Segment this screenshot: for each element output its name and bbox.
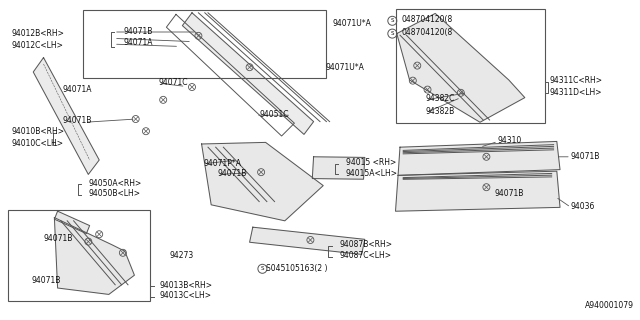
Text: 94071B: 94071B [63, 116, 92, 125]
Text: 94382C: 94382C [426, 94, 455, 103]
Text: 94012B<RH>: 94012B<RH> [12, 29, 65, 38]
Text: 94311D<LH>: 94311D<LH> [549, 88, 602, 97]
Text: 94071B: 94071B [571, 152, 600, 161]
Text: 94311C<RH>: 94311C<RH> [549, 76, 602, 85]
Text: 94273: 94273 [170, 252, 194, 260]
Polygon shape [250, 227, 365, 254]
Text: 94071B: 94071B [124, 27, 153, 36]
Polygon shape [33, 58, 99, 174]
Text: 94071A: 94071A [124, 38, 153, 47]
Polygon shape [202, 142, 323, 221]
Bar [8, 210, 150, 301]
Polygon shape [312, 157, 365, 179]
Polygon shape [54, 211, 90, 234]
Text: S045105163(2 ): S045105163(2 ) [266, 264, 327, 273]
Text: 94013B<RH>: 94013B<RH> [160, 281, 213, 290]
Text: 94013C<LH>: 94013C<LH> [160, 292, 212, 300]
Text: 94050B<LH>: 94050B<LH> [88, 189, 140, 198]
Text: 94050A<RH>: 94050A<RH> [88, 179, 141, 188]
Text: 94382B: 94382B [426, 107, 455, 116]
Polygon shape [396, 171, 560, 211]
Text: 94010B<RH>: 94010B<RH> [12, 127, 65, 136]
Text: 94071P*A: 94071P*A [204, 159, 241, 168]
Text: S: S [260, 266, 264, 271]
Text: 94087B<RH>: 94087B<RH> [339, 240, 392, 249]
Text: 94310: 94310 [498, 136, 522, 145]
Text: 94071B: 94071B [218, 169, 247, 178]
Text: 94051C: 94051C [259, 110, 289, 119]
Text: 94071B: 94071B [44, 234, 73, 243]
Text: 048704120(8: 048704120(8 [402, 28, 453, 37]
Text: 94010C<LH>: 94010C<LH> [12, 139, 63, 148]
Text: 94036: 94036 [571, 202, 595, 211]
Text: 94071C: 94071C [159, 78, 188, 87]
Text: 94071B: 94071B [494, 189, 524, 198]
Text: 94015 <RH>: 94015 <RH> [346, 158, 396, 167]
Text: 94012C<LH>: 94012C<LH> [12, 41, 63, 50]
Text: 94087C<LH>: 94087C<LH> [339, 252, 391, 260]
Text: 94071A: 94071A [63, 85, 92, 94]
Text: S: S [390, 31, 394, 36]
Text: 94071U*A: 94071U*A [325, 63, 364, 72]
Text: 048704120(8: 048704120(8 [402, 15, 453, 24]
Polygon shape [398, 141, 560, 175]
Text: S: S [390, 18, 394, 23]
Text: 94015A<LH>: 94015A<LH> [346, 169, 397, 178]
Text: A940001079: A940001079 [584, 301, 634, 310]
Text: 94071U*A: 94071U*A [333, 19, 372, 28]
Bar [396, 9, 545, 123]
Bar [83, 10, 326, 78]
Polygon shape [397, 13, 525, 122]
Text: 94071B: 94071B [32, 276, 61, 285]
Polygon shape [54, 218, 134, 294]
Polygon shape [182, 13, 314, 134]
